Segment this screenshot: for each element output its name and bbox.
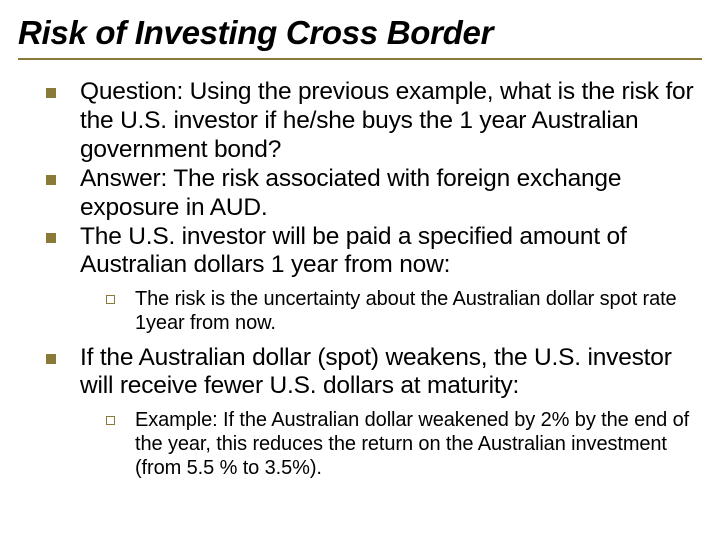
list-item: If the Australian dollar (spot) weakens,… [18,344,702,402]
list-item: The U.S. investor will be paid a specifi… [18,223,702,281]
slide-title: Risk of Investing Cross Border [18,14,702,60]
square-bullet-icon [46,233,56,243]
list-item: Answer: The risk associated with foreign… [18,165,702,223]
bullet-text: The U.S. investor will be paid a specifi… [80,223,702,281]
bullet-text: Example: If the Australian dollar weaken… [135,409,702,480]
square-bullet-icon [46,88,56,98]
square-bullet-icon [46,175,56,185]
bullet-text: Answer: The risk associated with foreign… [80,165,702,223]
bullet-text: Question: Using the previous example, wh… [80,78,702,165]
hollow-square-bullet-icon [106,295,115,304]
bullet-list: Question: Using the previous example, wh… [18,78,702,480]
bullet-text: If the Australian dollar (spot) weakens,… [80,344,702,402]
hollow-square-bullet-icon [106,416,115,425]
list-item-sub: The risk is the uncertainty about the Au… [18,288,702,335]
list-item: Question: Using the previous example, wh… [18,78,702,165]
bullet-text: The risk is the uncertainty about the Au… [135,288,702,335]
square-bullet-icon [46,354,56,364]
list-item-sub: Example: If the Australian dollar weaken… [18,409,702,480]
